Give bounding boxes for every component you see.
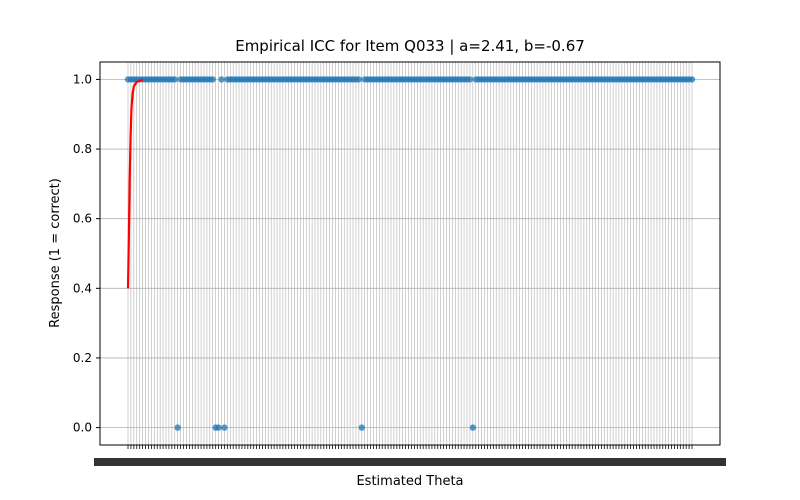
data-point <box>466 76 474 83</box>
y-tick-label: 0.4 <box>73 281 92 295</box>
data-point <box>218 76 225 83</box>
axes-frame <box>99 61 721 446</box>
y-tick-label: 0.0 <box>73 421 92 435</box>
data-point <box>171 76 178 83</box>
data-point <box>221 424 228 431</box>
y-axis-label: Response (1 = correct) <box>48 178 63 328</box>
scatter-series <box>124 76 696 431</box>
x-tick-labels-overlap <box>94 458 726 466</box>
y-tick-label: 0.6 <box>73 212 92 226</box>
icc-curve <box>126 78 143 289</box>
x-grid <box>127 62 693 445</box>
data-point <box>215 424 222 431</box>
y-axis-ticks: 0.0 0.2 0.4 0.6 0.8 1.0 <box>73 72 100 435</box>
x-axis-label: Estimated Theta <box>356 474 463 489</box>
plot-area <box>99 61 721 446</box>
data-point <box>174 424 181 431</box>
y-tick-label: 0.8 <box>73 142 92 156</box>
data-point <box>358 424 365 431</box>
data-point <box>209 76 216 83</box>
data-point <box>688 76 696 83</box>
data-point <box>469 424 477 431</box>
y-tick-label: 1.0 <box>73 72 92 86</box>
x-axis-ticks <box>94 445 726 466</box>
data-point <box>355 76 363 83</box>
chart-title: Empirical ICC for Item Q033 | a=2.41, b=… <box>235 37 585 55</box>
y-tick-label: 0.2 <box>73 351 92 365</box>
